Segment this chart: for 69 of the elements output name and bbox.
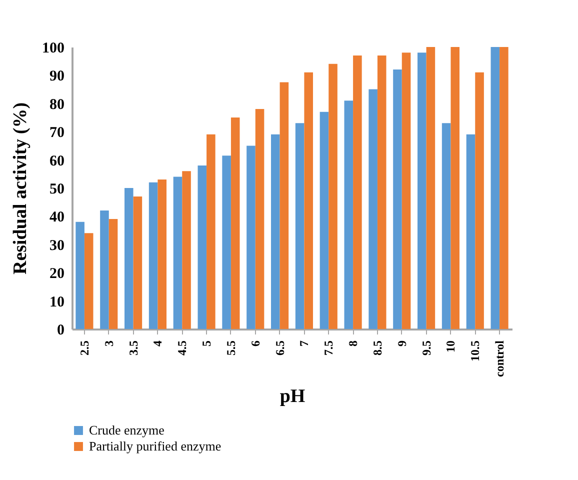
bar [84,233,94,329]
x-tick-label: 9 [394,340,409,346]
bar [320,112,329,329]
y-tick-label: 40 [50,210,64,226]
bar [304,72,313,329]
x-axis-title: pH [280,386,306,407]
bar [133,196,142,329]
legend-label: Partially purified enzyme [89,438,222,454]
x-tick-label: 4 [150,340,165,346]
bar [426,47,436,329]
x-tick-label: control [492,340,507,377]
bar [230,118,240,329]
legend-label: Crude enzyme [89,422,165,438]
bar [255,109,264,329]
bar [76,222,84,329]
bar [108,219,118,329]
x-tick-label: 7 [297,340,312,346]
bar [490,47,500,329]
bar [271,134,280,329]
bar [475,72,484,329]
x-tick-label: 5.5 [224,340,238,356]
x-tick-label: 6 [248,340,262,346]
bar [450,47,460,329]
bar [124,188,134,329]
x-tick-label: 7.5 [322,340,336,356]
x-tick-label: 9.5 [419,340,434,356]
bar [377,55,386,329]
bar [466,134,476,329]
y-tick-label: 70 [50,125,64,142]
bar [206,134,216,329]
bar [280,82,289,329]
bar [295,123,304,329]
y-tick-label: 100 [42,40,64,56]
bar [393,70,402,329]
bar [158,180,166,329]
bar [246,146,256,329]
bar [173,176,182,329]
x-tick-label: 10.5 [468,340,482,362]
y-tick-label: 30 [50,238,64,254]
bar [500,47,508,329]
y-tick-label: 50 [50,182,64,198]
y-tick-label: 60 [50,153,64,170]
bar [368,89,378,329]
x-tick-label: 6.5 [272,340,287,356]
x-tick-label: 10 [444,340,458,352]
x-tick-label: 3.5 [126,340,140,356]
bar [418,52,426,329]
x-tick-label: 5 [200,340,214,346]
x-tick-label: 2.5 [77,340,92,356]
bar [182,171,191,329]
bar [402,52,411,329]
y-axis-title: Residual activity (%) [10,102,31,275]
x-tick-label: 3 [102,340,116,346]
bar [442,123,451,329]
x-tick-label: 8 [346,340,360,346]
bar [344,100,354,329]
bar [198,165,207,329]
bar [328,64,338,329]
y-tick-label: 80 [50,96,64,113]
y-tick-label: 90 [50,68,64,85]
y-tick-label: 0 [57,322,64,338]
bar [353,55,362,329]
bar [148,182,158,329]
x-tick-label: 8.5 [370,340,384,356]
x-tick-label: 4.5 [175,340,190,356]
y-tick-label: 20 [50,266,64,282]
bar [100,210,109,329]
y-tick-label: 10 [50,294,64,310]
bar [222,156,231,329]
